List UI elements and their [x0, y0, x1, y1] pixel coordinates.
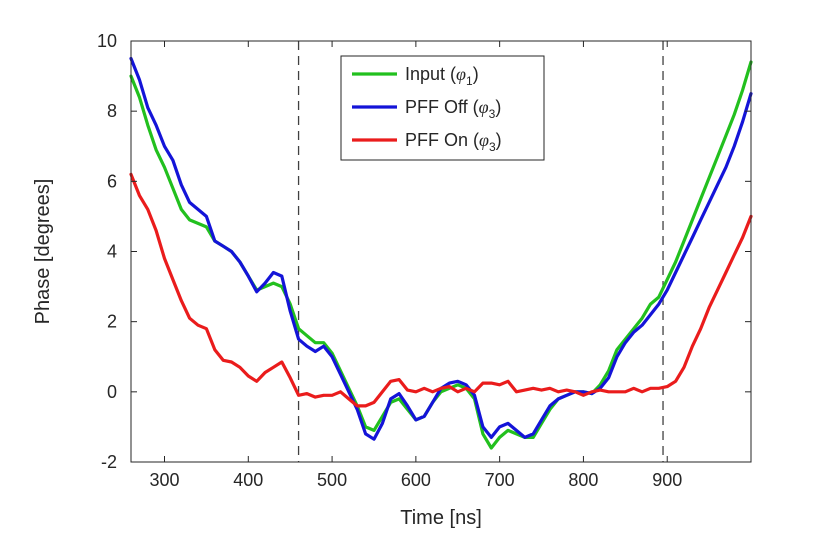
x-axis-label: Time [ns] [400, 507, 482, 529]
legend-label-2: PFF On (φ3) [405, 130, 502, 154]
legend-label-1: PFF Off (φ3) [405, 97, 501, 121]
legend-label-0: Input (φ1) [405, 64, 479, 88]
y-tick-label: 10 [97, 31, 117, 51]
x-tick-label: 500 [317, 470, 347, 490]
y-tick-label: 8 [107, 101, 117, 121]
y-tick-label: 0 [107, 382, 117, 402]
y-tick-label: -2 [101, 452, 117, 472]
axis-ticks: 300 400 500 600 700 800 900 -2 0 2 4 6 8 10 [97, 31, 751, 490]
x-tick-label: 700 [485, 470, 515, 490]
x-tick-label: 600 [401, 470, 431, 490]
y-tick-label: 6 [107, 171, 117, 191]
series-lines [129, 56, 753, 450]
y-tick-label: 2 [107, 312, 117, 332]
x-tick-label: 800 [568, 470, 598, 490]
x-tick-label: 300 [149, 470, 179, 490]
legend: Input (φ1) PFF Off (φ3) PFF On (φ3) [340, 55, 545, 161]
x-tick-label: 400 [233, 470, 263, 490]
x-tick-label: 900 [652, 470, 682, 490]
y-axis-label: Phase [degrees] [32, 179, 54, 325]
series-line-pff-on [129, 172, 753, 408]
y-tick-label: 4 [107, 242, 117, 262]
